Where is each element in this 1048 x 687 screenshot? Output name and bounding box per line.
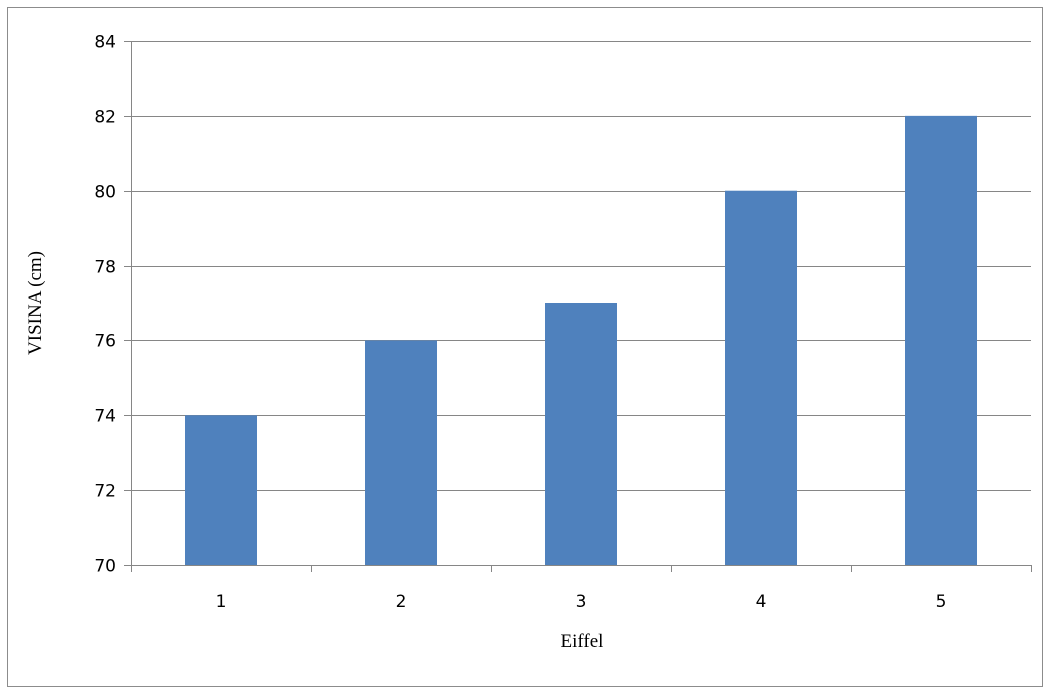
x-axis-title: Eiffel [561, 631, 604, 652]
y-tick-label: 78 [94, 258, 116, 278]
axes [124, 41, 1032, 572]
x-tick-label: 4 [756, 592, 767, 612]
y-axis-title: VISINA (cm) [25, 251, 46, 355]
bar [365, 340, 437, 565]
bar-series [185, 115, 977, 565]
x-tick-label: 1 [216, 592, 227, 612]
y-tick-labels: 70 72 74 76 78 80 82 84 [94, 33, 116, 577]
y-tick-label: 84 [94, 33, 116, 53]
y-tick-label: 82 [94, 108, 116, 128]
bar [185, 415, 257, 565]
x-tick-labels: 1 2 3 4 5 [216, 592, 947, 612]
y-tick-label: 80 [94, 183, 116, 203]
bar [545, 303, 617, 565]
x-tick-label: 3 [576, 592, 587, 612]
grid-lines [131, 41, 1031, 491]
x-tick-label: 5 [936, 592, 947, 612]
bar [725, 190, 797, 565]
y-tick-label: 74 [94, 407, 116, 427]
bar [905, 115, 977, 565]
x-tick-label: 2 [396, 592, 407, 612]
chart-frame [7, 7, 1043, 687]
y-tick-label: 70 [94, 557, 116, 577]
y-tick-label: 76 [94, 332, 116, 352]
y-tick-label: 72 [94, 482, 116, 502]
